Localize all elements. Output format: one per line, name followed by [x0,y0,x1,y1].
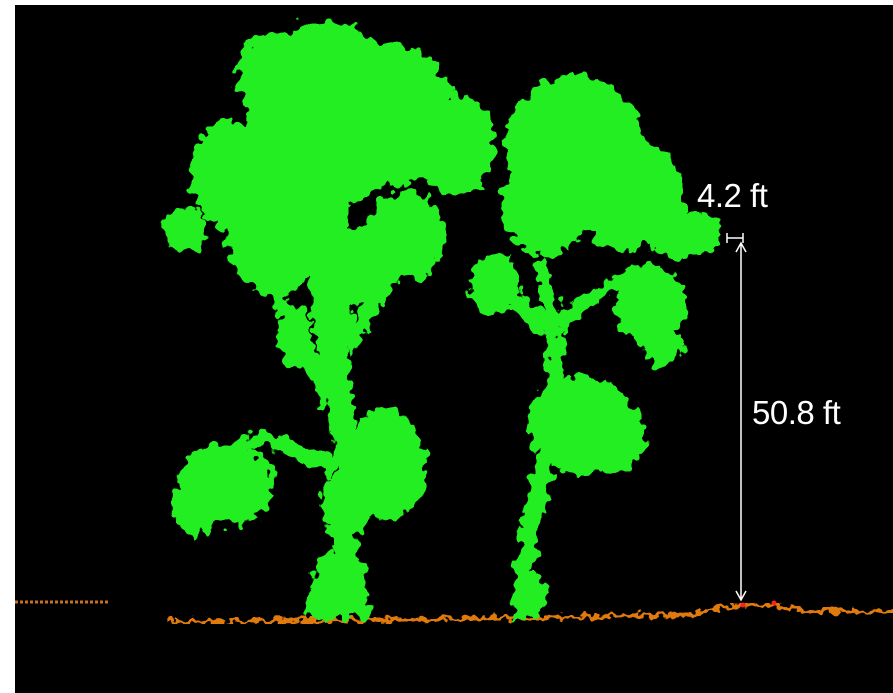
height-measurement-label: 50.8 ft [752,394,841,431]
tree-left [163,20,495,617]
width-measurement-label: 4.2 ft [697,177,768,214]
tree-right [470,75,720,617]
arrow-up-icon [735,241,747,253]
point-cloud-view: 4.2 ft 50.8 ft [15,5,893,693]
point-cloud-canvas [15,20,893,624]
arrow-down-icon [735,590,747,602]
ground-points [15,600,893,624]
measurement-lines [726,233,747,602]
